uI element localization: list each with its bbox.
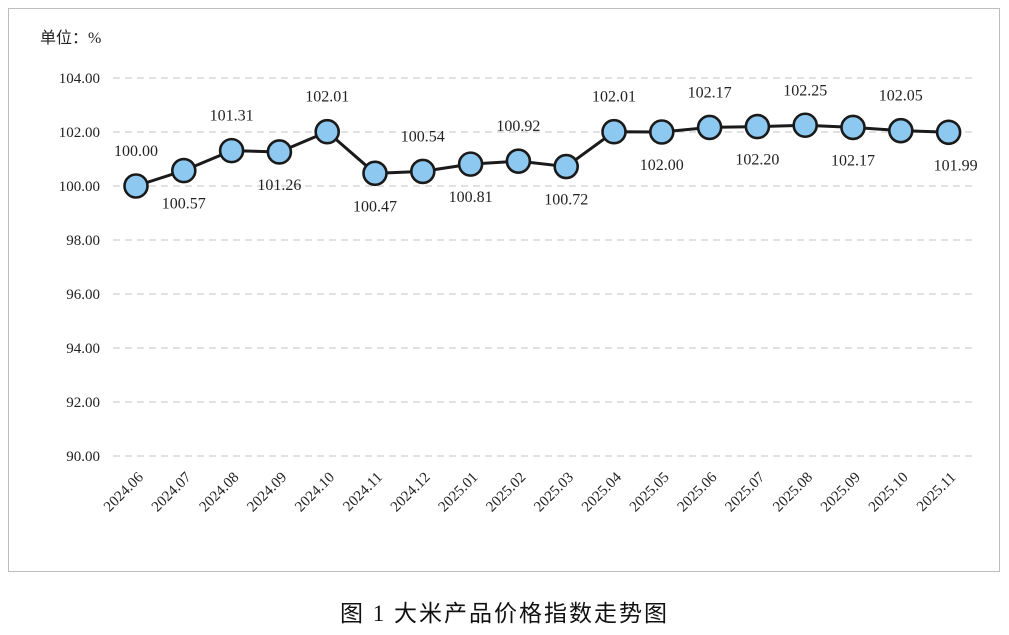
data-label: 101.31 <box>210 108 254 125</box>
y-tick-label: 100.00 <box>59 179 100 195</box>
x-axis-tick-labels: 2024.06 2024.07 2024.08 2024.09 2024.10 2024.… <box>101 469 959 515</box>
data-point <box>648 119 675 145</box>
x-tick-label: 2024.11 <box>340 470 385 515</box>
series-markers <box>123 112 962 199</box>
x-tick-label: 2024.07 <box>149 469 195 515</box>
data-point <box>840 114 866 141</box>
data-label: 100.47 <box>353 198 397 215</box>
data-point <box>218 137 245 164</box>
data-label: 102.17 <box>688 84 732 101</box>
x-tick-label: 2025.07 <box>722 469 768 515</box>
data-point <box>457 151 484 177</box>
x-tick-label: 2025.10 <box>866 470 912 516</box>
data-label: 102.01 <box>305 89 349 106</box>
data-label: 101.99 <box>934 157 978 174</box>
unit-label: 单位：% <box>40 29 101 47</box>
data-point <box>266 139 293 165</box>
data-point <box>505 148 532 174</box>
chart-frame <box>8 8 1000 572</box>
data-label: 100.57 <box>162 196 206 213</box>
x-tick-label: 2025.05 <box>627 470 673 516</box>
y-tick-label: 92.00 <box>66 395 100 411</box>
data-label: 100.72 <box>544 192 588 209</box>
data-label: 101.26 <box>257 177 301 194</box>
y-tick-label: 102.00 <box>59 125 100 141</box>
y-tick-label: 94.00 <box>66 341 100 357</box>
data-label: 100.92 <box>496 118 540 135</box>
data-point <box>123 173 149 199</box>
x-tick-label: 2024.08 <box>197 470 243 516</box>
data-point <box>935 119 962 146</box>
x-tick-label: 2024.06 <box>101 469 147 515</box>
x-tick-label: 2025.03 <box>531 470 577 516</box>
data-point <box>744 113 771 140</box>
x-tick-label: 2025.04 <box>579 469 625 515</box>
data-label: 102.00 <box>640 157 684 174</box>
data-label: 102.20 <box>735 152 779 169</box>
data-point <box>601 118 627 145</box>
data-label: 102.17 <box>831 152 875 169</box>
data-point <box>314 118 341 145</box>
data-point <box>696 114 723 141</box>
x-tick-label: 2024.12 <box>388 470 434 516</box>
data-point <box>171 157 197 184</box>
price-index-line-chart: 90.00 92.00 94.00 96.00 98.00 100.00 102.00 104… <box>40 29 978 515</box>
y-tick-label: 98.00 <box>66 233 100 249</box>
x-tick-label: 2025.09 <box>818 470 864 516</box>
data-label: 102.25 <box>783 82 827 99</box>
data-point <box>362 160 388 187</box>
figure-caption: 图 1 大米产品价格指数走势图 <box>340 601 669 626</box>
data-label: 102.05 <box>879 88 923 105</box>
data-label: 100.00 <box>114 143 158 160</box>
x-tick-label: 2024.09 <box>244 470 290 516</box>
x-tick-label: 2025.06 <box>675 469 721 515</box>
x-tick-label: 2025.11 <box>914 470 959 515</box>
y-tick-label: 104.00 <box>59 71 100 87</box>
data-label: 100.54 <box>401 128 445 145</box>
x-tick-label: 2025.08 <box>770 470 816 516</box>
x-tick-label: 2024.10 <box>292 470 338 516</box>
data-point <box>409 158 436 185</box>
x-tick-label: 2025.01 <box>436 470 482 516</box>
y-tick-label: 90.00 <box>66 449 100 465</box>
data-labels: 100.00 100.57 101.31 101.26 102.01 100.47 100.… <box>114 82 978 215</box>
x-tick-label: 2025.02 <box>483 470 529 516</box>
data-point <box>792 112 819 139</box>
data-point <box>887 117 914 144</box>
data-label: 100.81 <box>449 189 493 206</box>
data-label: 102.01 <box>592 89 636 106</box>
y-axis-tick-labels: 90.00 92.00 94.00 96.00 98.00 100.00 102.00 104… <box>59 71 100 465</box>
y-tick-label: 96.00 <box>66 287 100 303</box>
data-point <box>553 153 580 180</box>
